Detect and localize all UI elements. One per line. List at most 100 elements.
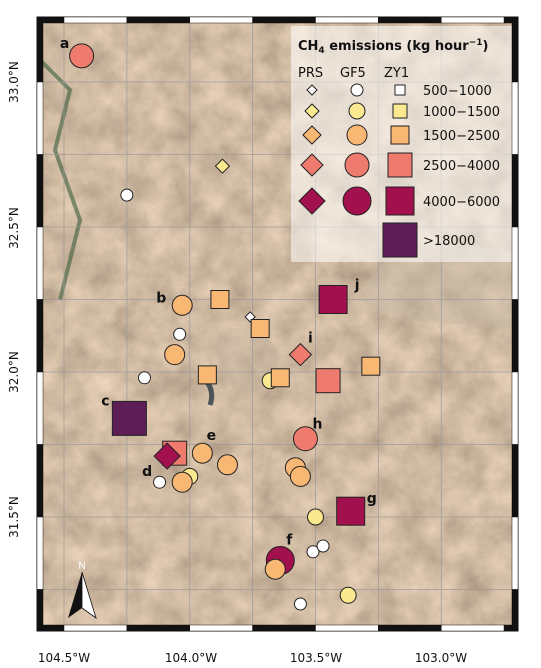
- frame-bar-top: [378, 16, 442, 24]
- frame-bar-right: [511, 16, 519, 83]
- legend-zy1-symbol: [385, 186, 415, 216]
- legend-gf5-symbol: [342, 186, 372, 216]
- emission-marker: [336, 496, 366, 526]
- site-label-g: g: [367, 491, 377, 507]
- frame-bar-left: [36, 81, 44, 155]
- emission-marker: [69, 43, 95, 69]
- site-label-i: i: [308, 331, 313, 347]
- legend-range-5: >18000: [423, 234, 475, 249]
- frame-bar-right: [511, 371, 519, 445]
- frame-bar-top: [315, 16, 379, 24]
- legend-prs-symbol: [306, 84, 318, 96]
- emission-markers: [69, 43, 381, 611]
- y-tick-31.5: 31.5°N: [7, 496, 21, 538]
- x-tick-104.0: 104.0°W: [165, 651, 217, 665]
- frame-bar-right: [511, 516, 519, 590]
- emission-marker: [171, 471, 193, 493]
- emission-marker: [307, 508, 324, 526]
- legend-symbols: [298, 83, 418, 258]
- emission-marker: [137, 371, 151, 385]
- emission-marker: [164, 344, 186, 366]
- frame-bar-left: [36, 16, 44, 83]
- legend-range-0: 500−1000: [423, 84, 492, 99]
- frame-bar-right: [511, 444, 519, 518]
- site-label-h: h: [312, 417, 322, 433]
- y-tick-32.0: 32.0°N: [7, 351, 21, 393]
- site-label-e: e: [207, 428, 217, 444]
- legend-zy1-symbol: [392, 103, 408, 119]
- frame-bar-right: [511, 154, 519, 228]
- frame-bar-bottom: [126, 624, 190, 632]
- frame-bar-right: [511, 226, 519, 300]
- emission-marker: [306, 545, 320, 559]
- legend-gf5-symbol: [348, 102, 366, 120]
- emission-marker: [264, 558, 286, 580]
- legend-range-2: 1500−2500: [423, 129, 500, 144]
- emission-marker: [111, 400, 147, 436]
- legend-gf5-symbol: [346, 124, 368, 146]
- legend-gf5-symbol: [344, 152, 370, 178]
- frame-bar-top: [63, 16, 128, 24]
- emission-marker: [153, 475, 167, 489]
- frame-bar-bottom: [63, 624, 128, 632]
- frame-bar-top: [441, 16, 505, 24]
- legend-header-prs: PRS: [298, 66, 323, 81]
- emission-marker: [288, 342, 313, 367]
- emission-marker: [316, 539, 330, 553]
- map-frame: [36, 16, 519, 632]
- emission-marker: [214, 158, 231, 174]
- legend-prs-symbol: [298, 187, 326, 215]
- y-tick-33.0: 33.0°N: [7, 61, 21, 103]
- emission-marker: [216, 454, 238, 476]
- frame-bar-bottom: [189, 624, 253, 632]
- frame-bar-left: [36, 444, 44, 518]
- frame-bar-right: [511, 589, 519, 632]
- legend-zy1-symbol: [382, 222, 418, 258]
- graticule: [37, 17, 518, 631]
- legend-range-4: 4000−6000: [423, 195, 500, 210]
- site-label-b: b: [156, 290, 166, 306]
- legend-header-gf5: GF5: [340, 66, 366, 81]
- frame-bar-bottom: [252, 624, 316, 632]
- emission-marker: [210, 290, 230, 309]
- emission-marker: [270, 368, 290, 388]
- emission-marker: [120, 188, 134, 202]
- y-tick-32.5: 32.5°N: [7, 207, 21, 249]
- north-label: N: [78, 561, 85, 572]
- frame-bar-top: [126, 16, 190, 24]
- frame-bar-left: [36, 154, 44, 228]
- emission-marker: [292, 426, 318, 452]
- frame-bar-right: [511, 299, 519, 373]
- north-arrow-icon: N: [68, 561, 97, 620]
- frame-bar-left: [36, 516, 44, 590]
- frame-bar-top: [252, 16, 316, 24]
- frame-bar-left: [36, 589, 44, 632]
- frame-bar-top: [189, 16, 253, 24]
- frame-bar-right: [511, 81, 519, 155]
- emission-marker: [361, 356, 381, 376]
- emission-marker: [293, 597, 307, 611]
- emission-marker: [191, 442, 213, 464]
- legend-prs-symbol: [304, 103, 320, 119]
- x-tick-103.0: 103.0°W: [415, 651, 467, 665]
- x-tick-103.5: 103.5°W: [290, 651, 342, 665]
- emission-marker: [289, 465, 311, 487]
- legend-zy1-symbol: [387, 152, 413, 178]
- frame-bar-bottom: [315, 624, 379, 632]
- emission-marker: [197, 365, 217, 385]
- frame-bar-left: [36, 226, 44, 300]
- emission-marker: [250, 319, 270, 338]
- legend-range-1: 1000−1500: [423, 105, 500, 120]
- emission-marker: [171, 294, 193, 316]
- legend-header-zy1: ZY1: [384, 66, 409, 81]
- emission-marker: [315, 368, 341, 394]
- frame-bar-left: [36, 371, 44, 445]
- frame-bar-bottom: [378, 624, 442, 632]
- site-labels: a b j i c h d e g f: [60, 36, 377, 549]
- site-label-c: c: [101, 393, 109, 409]
- legend-prs-symbol: [300, 153, 324, 177]
- emission-marker: [339, 586, 357, 604]
- legend-range-3: 2500−4000: [423, 159, 500, 174]
- legend-title: CH4 emissions (kg hour−1): [298, 38, 488, 56]
